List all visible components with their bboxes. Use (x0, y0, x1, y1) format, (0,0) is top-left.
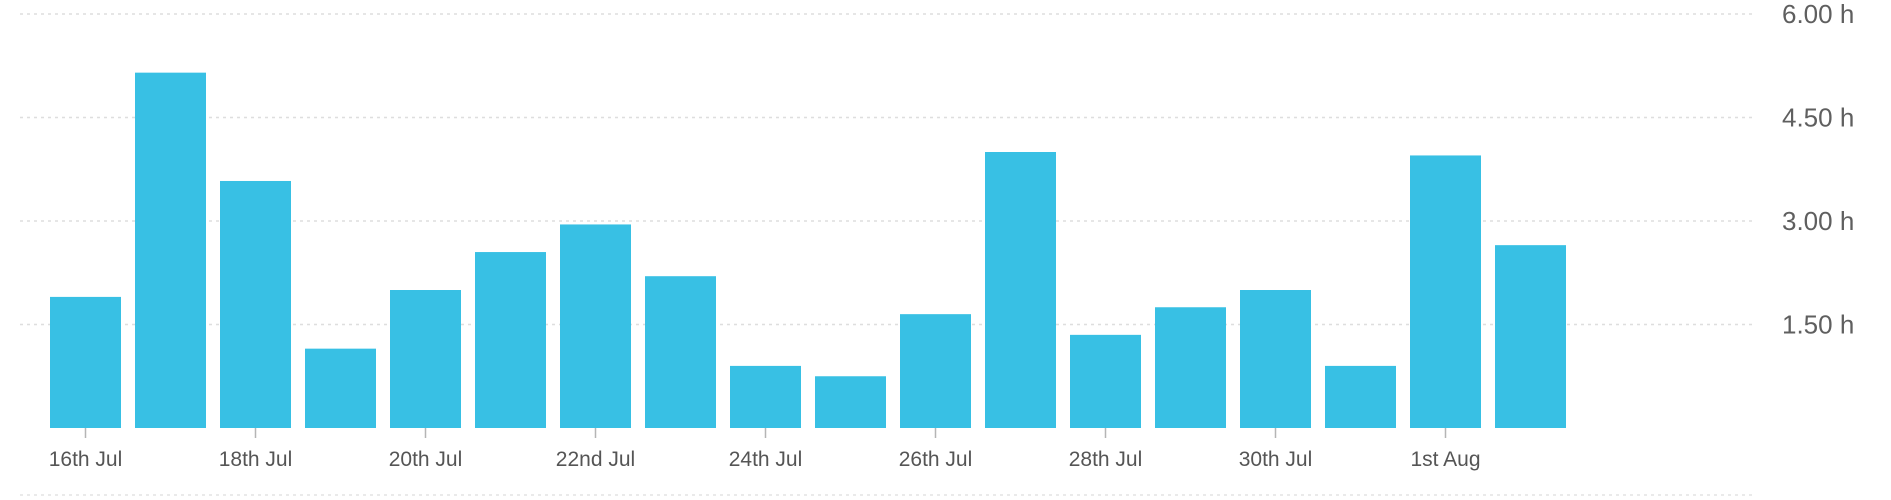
bar-19th-jul[interactable] (305, 348, 376, 428)
x-tick-label: 24th Jul (729, 448, 803, 471)
y-axis: 1.50 h 3.00 h 4.50 h 6.00 h (1782, 0, 1854, 340)
bar-21st-jul[interactable] (475, 252, 546, 428)
bar-28th-jul[interactable] (1070, 334, 1141, 428)
bar-1st-aug[interactable] (1410, 155, 1481, 428)
bar-22nd-jul[interactable] (560, 224, 631, 428)
bar-23rd-jul[interactable] (645, 276, 716, 428)
bar-30th-jul[interactable] (1240, 290, 1311, 428)
x-tick-label: 28th Jul (1069, 448, 1143, 471)
x-tick-label: 20th Jul (389, 448, 463, 471)
bar-26th-jul[interactable] (900, 314, 971, 428)
x-tick-label: 22nd Jul (556, 448, 635, 471)
bar-2nd-aug[interactable] (1495, 245, 1566, 428)
bar-18th-jul[interactable] (220, 180, 291, 428)
bars (50, 72, 1566, 429)
bar-25th-jul[interactable] (815, 376, 886, 428)
bar-16th-jul[interactable] (50, 296, 121, 428)
y-tick-label: 1.50 h (1782, 310, 1854, 340)
bar-24th-jul[interactable] (730, 365, 801, 428)
x-tick-label: 30th Jul (1239, 448, 1313, 471)
y-tick-label: 3.00 h (1782, 206, 1854, 236)
bar-27th-jul[interactable] (985, 152, 1056, 428)
x-tick-label: 26th Jul (899, 448, 973, 471)
y-tick-label: 6.00 h (1782, 0, 1854, 29)
bar-29th-jul[interactable] (1155, 307, 1226, 428)
x-tick-label: 16th Jul (49, 448, 123, 471)
bar-20th-jul[interactable] (390, 290, 461, 428)
bar-31st-jul[interactable] (1325, 365, 1396, 428)
x-axis: 16th Jul 18th Jul 20th Jul 22nd Jul 24th Jul… (49, 428, 1481, 471)
y-tick-label: 4.50 h (1782, 103, 1854, 133)
x-tick-label: 18th Jul (219, 448, 293, 471)
x-tick-label: 1st Aug (1410, 448, 1480, 471)
bar-17th-jul[interactable] (135, 72, 206, 429)
